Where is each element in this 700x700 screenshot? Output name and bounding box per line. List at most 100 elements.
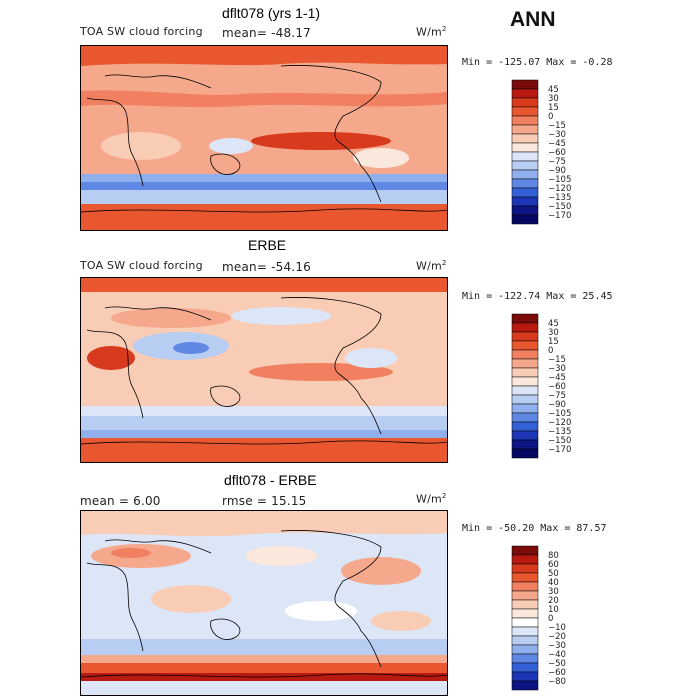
panel-title: dflt078 (yrs 1-1) — [222, 5, 321, 21]
colorbar-box — [511, 214, 539, 225]
colorbar-box — [511, 88, 539, 99]
colorbar-tick-label: 40 — [548, 578, 559, 588]
panel-title: dflt078 - ERBE — [224, 472, 317, 488]
colorbar-box — [511, 635, 539, 646]
colorbar-tick-label: −60 — [548, 148, 566, 158]
rmse-label: rmse = 15.15 — [222, 494, 307, 508]
colorbar-tick-label: 50 — [548, 569, 559, 579]
colorbar-box — [511, 169, 539, 180]
mean-label: mean= -54.16 — [222, 260, 311, 274]
season-label: ANN — [510, 8, 556, 31]
colorbar-box — [511, 349, 539, 360]
map-obs — [80, 277, 448, 463]
min-max-label: Min = -125.07 Max = -0.28 — [462, 57, 613, 68]
colorbar-tick-label: −75 — [548, 391, 566, 401]
colorbar-box — [511, 331, 539, 342]
colorbar-box — [511, 187, 539, 198]
colorbar-box — [511, 439, 539, 450]
colorbar-tick-label: 45 — [548, 319, 559, 329]
colorbar-box — [511, 124, 539, 135]
colorbar-box — [511, 590, 539, 601]
colorbar-tick-label: 80 — [548, 551, 559, 561]
panel-title: ERBE — [248, 237, 287, 253]
colorbar-box — [511, 644, 539, 655]
colorbar-tick-label: −90 — [548, 400, 566, 410]
units-label: W/m2 — [416, 259, 447, 273]
colorbar-tick-label: −75 — [548, 157, 566, 167]
colorbar-tick-label: −150 — [548, 202, 571, 212]
mean-label: mean = 6.00 — [80, 494, 161, 508]
colorbar-tick-label: 0 — [548, 346, 553, 356]
colorbar-box — [511, 79, 539, 90]
colorbar-tick-label: −45 — [548, 373, 566, 383]
colorbar-tick-label: −170 — [548, 445, 571, 455]
colorbar-box — [511, 115, 539, 126]
colorbar-box — [511, 430, 539, 441]
colorbar-box — [511, 394, 539, 405]
colorbar-box — [511, 448, 539, 459]
colorbar-box — [511, 563, 539, 574]
colorbar-box — [511, 662, 539, 673]
colorbar-box — [511, 151, 539, 162]
colorbar-tick-label: −30 — [548, 130, 566, 140]
map-obs-svg — [81, 278, 447, 462]
colorbar-tick-label: −90 — [548, 166, 566, 176]
units-label: W/m2 — [416, 492, 447, 506]
colorbar-box — [511, 160, 539, 171]
colorbar-tick-label: 30 — [548, 587, 559, 597]
colorbar-tick-label: −45 — [548, 139, 566, 149]
coastlines — [81, 297, 447, 445]
colorbar-tick-label: −170 — [548, 211, 571, 221]
map-diff — [80, 510, 448, 696]
colorbar-tick-label: 30 — [548, 328, 559, 338]
colorbar-box — [511, 205, 539, 216]
colorbar-tick-label: 15 — [548, 337, 559, 347]
variable-label: TOA SW cloud forcing — [80, 259, 203, 272]
colorbar-tick-label: −15 — [548, 121, 566, 131]
colorbar-tick-label: 45 — [548, 85, 559, 95]
colorbar-tick-label: −30 — [548, 364, 566, 374]
colorbar-tick-label: 0 — [548, 112, 553, 122]
colorbar-tick-label: 30 — [548, 94, 559, 104]
colorbar-box — [511, 671, 539, 682]
mean-label: mean= -48.17 — [222, 26, 311, 40]
colorbar-box — [511, 340, 539, 351]
colorbar-box — [511, 545, 539, 556]
colorbar-tick-label: −15 — [548, 355, 566, 365]
colorbar-tick-label: −10 — [548, 623, 566, 633]
colorbar-tick-label: −40 — [548, 650, 566, 660]
colorbar-tick-label: −50 — [548, 659, 566, 669]
colorbar-tick-label: 15 — [548, 103, 559, 113]
colorbar-box — [511, 653, 539, 664]
colorbar-box — [511, 385, 539, 396]
colorbar-tick-label: −135 — [548, 193, 571, 203]
colorbar-tick-label: 60 — [548, 560, 559, 570]
colorbar-box — [511, 599, 539, 610]
colorbar-box — [511, 358, 539, 369]
colorbar-box — [511, 106, 539, 117]
colorbar-tick-label: −135 — [548, 427, 571, 437]
colorbar-tick-label: −60 — [548, 382, 566, 392]
colorbar-tick-label: 10 — [548, 605, 559, 615]
colorbar-tick-label: −20 — [548, 632, 566, 642]
colorbar-box — [511, 412, 539, 423]
colorbar-tick-label: −60 — [548, 668, 566, 678]
min-max-label: Min = -50.20 Max = 87.57 — [462, 523, 607, 534]
colorbar-obs: 45 30 15 0 −15 −30 −45 −60 −75 −90 −105 −120 −135 −15… — [511, 313, 662, 464]
colorbar-tick-label: 20 — [548, 596, 559, 606]
colorbar-box — [511, 367, 539, 378]
colorbar-tick-label: −150 — [548, 436, 571, 446]
colorbar-tick-label: −105 — [548, 409, 571, 419]
colorbar-tick-label: −80 — [548, 677, 566, 687]
variable-label: TOA SW cloud forcing — [80, 25, 203, 38]
map-model-svg — [81, 46, 447, 230]
map-model — [80, 45, 448, 231]
colorbar-box — [511, 617, 539, 628]
colorbar-tick-label: −120 — [548, 418, 571, 428]
colorbar-tick-label: −120 — [548, 184, 571, 194]
coastlines — [81, 530, 447, 678]
colorbar-tick-label: 0 — [548, 614, 553, 624]
colorbar-model: 45 30 15 0 −15 −30 −45 −60 −75 −90 −105 −120 −135 −15… — [511, 79, 662, 230]
colorbar-tick-label: −30 — [548, 641, 566, 651]
colorbar-box — [511, 403, 539, 414]
